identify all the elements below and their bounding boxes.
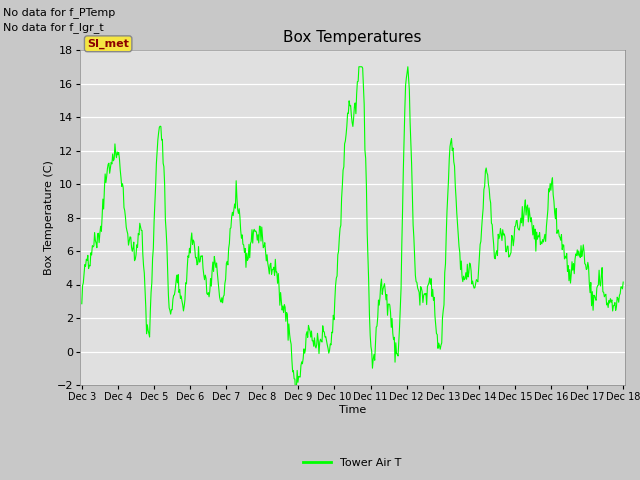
- X-axis label: Time: Time: [339, 405, 366, 415]
- Text: No data for f_lgr_t: No data for f_lgr_t: [3, 22, 104, 33]
- Legend: Tower Air T: Tower Air T: [298, 453, 406, 472]
- Title: Box Temperatures: Box Temperatures: [284, 30, 422, 45]
- Text: No data for f_PTemp: No data for f_PTemp: [3, 7, 115, 18]
- Text: SI_met: SI_met: [87, 39, 129, 49]
- Y-axis label: Box Temperature (C): Box Temperature (C): [44, 160, 54, 275]
